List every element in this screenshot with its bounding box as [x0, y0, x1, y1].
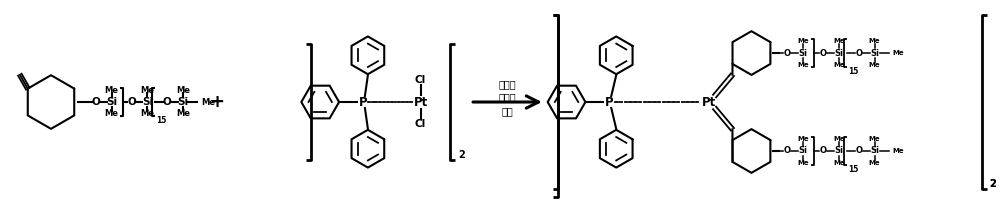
Text: Me: Me: [833, 62, 845, 68]
Text: Si: Si: [142, 97, 153, 107]
Text: 礀化铜: 礀化铜: [499, 92, 516, 102]
Text: 2: 2: [458, 150, 465, 160]
Text: P: P: [605, 96, 614, 108]
Text: Si: Si: [178, 97, 189, 107]
Text: Me: Me: [869, 38, 880, 44]
Text: Me: Me: [797, 160, 809, 166]
Text: Me: Me: [201, 98, 215, 107]
Text: 2: 2: [990, 180, 996, 189]
Text: +: +: [209, 93, 224, 111]
Text: 15: 15: [848, 67, 858, 76]
Text: Me: Me: [105, 86, 119, 95]
Text: Me: Me: [176, 110, 190, 119]
Text: O: O: [819, 147, 826, 155]
Text: Me: Me: [893, 148, 904, 154]
Text: Si: Si: [799, 48, 808, 57]
Text: O: O: [855, 48, 862, 57]
Text: Cl: Cl: [415, 119, 426, 129]
Text: P: P: [359, 96, 367, 108]
Text: Si: Si: [870, 48, 879, 57]
Text: Me: Me: [797, 38, 809, 44]
Text: Si: Si: [834, 147, 843, 155]
Text: Me: Me: [797, 136, 809, 142]
Text: O: O: [784, 147, 791, 155]
Text: Me: Me: [893, 50, 904, 56]
Text: O: O: [784, 48, 791, 57]
Text: 二乙胺: 二乙胺: [499, 79, 516, 89]
Text: Me: Me: [833, 38, 845, 44]
Text: Si: Si: [799, 147, 808, 155]
Text: Pt: Pt: [413, 96, 428, 108]
Text: Me: Me: [105, 110, 119, 119]
Text: Si: Si: [834, 48, 843, 57]
Text: Me: Me: [869, 160, 880, 166]
Text: 2: 2: [990, 180, 996, 189]
Text: Si: Si: [106, 97, 117, 107]
Text: Me: Me: [833, 136, 845, 142]
Text: O: O: [819, 48, 826, 57]
Text: O: O: [127, 97, 136, 107]
Text: Me: Me: [176, 86, 190, 95]
Text: O: O: [163, 97, 172, 107]
Text: O: O: [855, 147, 862, 155]
Text: Si: Si: [870, 147, 879, 155]
Text: Cl: Cl: [415, 75, 426, 85]
Text: Me: Me: [869, 62, 880, 68]
Text: Me: Me: [869, 136, 880, 142]
Text: Pt: Pt: [701, 96, 716, 108]
Text: Me: Me: [140, 110, 154, 119]
Text: 加热: 加热: [502, 106, 513, 116]
Text: Me: Me: [140, 86, 154, 95]
Text: 15: 15: [848, 165, 858, 174]
Text: 15: 15: [156, 116, 167, 125]
Text: Me: Me: [833, 160, 845, 166]
Text: Me: Me: [797, 62, 809, 68]
Text: O: O: [91, 97, 100, 107]
